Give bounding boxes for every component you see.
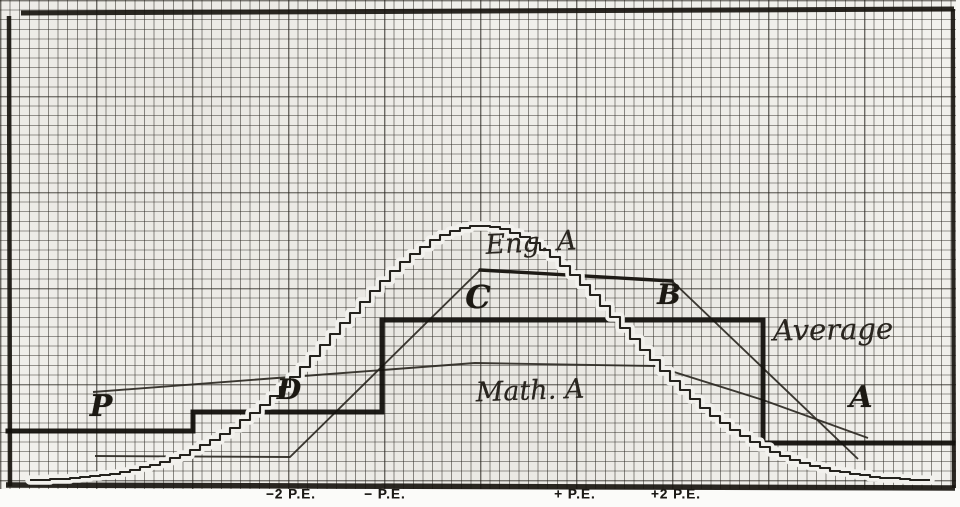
average-step bbox=[5, 317, 956, 446]
math-a-line bbox=[92, 362, 869, 439]
border-bottom bbox=[5, 482, 956, 491]
border-top bbox=[20, 6, 955, 16]
normal-probability-curve bbox=[30, 224, 930, 482]
graph-paper-grid bbox=[0, 0, 960, 489]
right-paper-margin bbox=[956, 0, 960, 489]
bottom-paper-margin bbox=[0, 489, 960, 507]
border-left bbox=[6, 15, 13, 487]
border-right bbox=[951, 8, 956, 489]
